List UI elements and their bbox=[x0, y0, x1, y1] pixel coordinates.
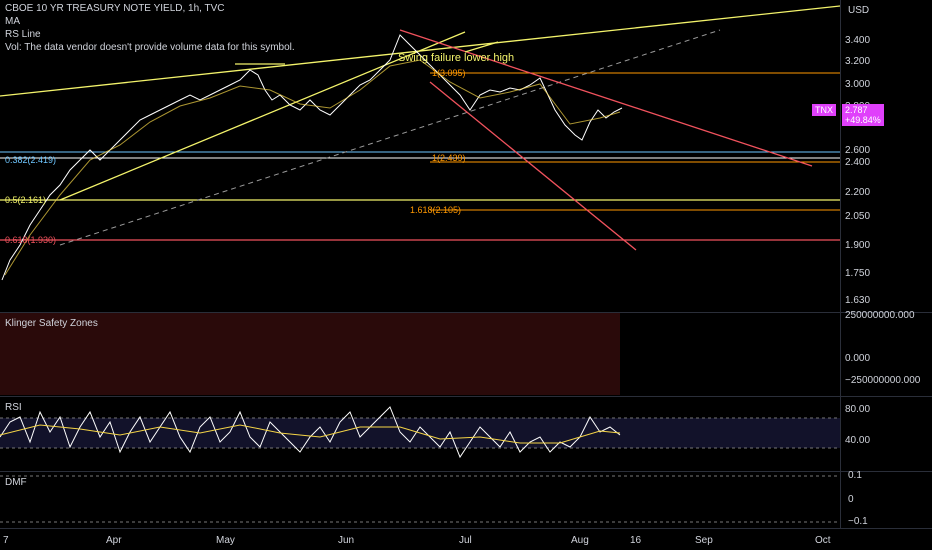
rsi-tick: 80.00 bbox=[845, 404, 871, 415]
rsi-ma-line bbox=[0, 424, 621, 444]
price-axis-border bbox=[840, 0, 841, 528]
swing-failure-annotation[interactable]: Swing failure lower high bbox=[398, 52, 515, 64]
fib-0382-label: 0.382(2.419) bbox=[5, 155, 57, 165]
volume-note: Vol: The data vendor doesn't provide vol… bbox=[5, 42, 295, 53]
annotation-arrow bbox=[464, 41, 499, 53]
time-label: Sep bbox=[695, 535, 713, 546]
last-price-badge: 2.787 +49.84% bbox=[842, 104, 884, 126]
pane-divider[interactable] bbox=[0, 471, 932, 472]
price-tick: 1.900 bbox=[845, 240, 871, 251]
price-tick: 2.050 bbox=[845, 211, 871, 222]
fib-ext-1-label: 1(3.095) bbox=[432, 68, 466, 78]
red-resistance-line bbox=[399, 29, 813, 167]
red-channel-line bbox=[429, 81, 637, 251]
time-label: Aug bbox=[571, 535, 589, 546]
indicator-ma-label[interactable]: MA bbox=[5, 16, 20, 27]
dmf-title[interactable]: DMF bbox=[5, 477, 27, 488]
fib-ext-3-label: 1.618(2.105) bbox=[410, 205, 462, 215]
time-label: Jun bbox=[338, 535, 355, 546]
time-label: Jul bbox=[459, 535, 472, 546]
price-tick: 3.200 bbox=[845, 56, 871, 67]
chart-symbol-title[interactable]: CBOE 10 YR TREASURY NOTE YIELD, 1h, TVC bbox=[5, 3, 225, 14]
rsi-tick: 40.00 bbox=[845, 435, 871, 446]
time-label: Oct bbox=[815, 535, 831, 546]
price-tick: 2.200 bbox=[845, 187, 871, 198]
time-label: May bbox=[216, 535, 235, 546]
price-tick: 1.750 bbox=[845, 268, 871, 279]
price-chart-canvas[interactable] bbox=[0, 0, 840, 312]
fib-ext-2-label: 1(2.439) bbox=[432, 153, 466, 163]
lower-yellow-trendline bbox=[59, 31, 466, 201]
pane-divider[interactable] bbox=[0, 396, 932, 397]
price-tick: 2.600 bbox=[845, 145, 871, 156]
price-tick: 2.400 bbox=[845, 157, 871, 168]
ma-line bbox=[4, 59, 621, 276]
price-tick: 1.630 bbox=[845, 295, 871, 306]
rsi-chart[interactable] bbox=[0, 397, 840, 471]
rsi-line bbox=[0, 406, 621, 459]
klinger-tick: 0.000 bbox=[845, 353, 871, 364]
pane-divider[interactable] bbox=[0, 312, 932, 313]
dmf-tick: −0.1 bbox=[848, 516, 868, 527]
time-axis-border bbox=[0, 528, 932, 529]
klinger-tick: −250000000.000 bbox=[845, 375, 921, 386]
dmf-tick: 0.1 bbox=[848, 470, 862, 481]
dashed-trendline bbox=[59, 29, 721, 246]
dmf-tick: 0 bbox=[848, 494, 854, 505]
fib-05-label: 0.5(2.161) bbox=[5, 195, 47, 205]
price-tick: 3.000 bbox=[845, 79, 871, 90]
last-change: +49.84% bbox=[845, 115, 881, 125]
time-label: Apr bbox=[106, 535, 122, 546]
klinger-zone bbox=[0, 313, 620, 395]
last-price: 2.787 bbox=[845, 105, 868, 115]
dmf-chart[interactable] bbox=[0, 472, 840, 528]
price-line bbox=[1, 34, 623, 281]
klinger-title[interactable]: Klinger Safety Zones bbox=[5, 318, 98, 329]
symbol-badge: TNX bbox=[812, 104, 836, 116]
fib-0618-label: 0.618(1.930) bbox=[5, 235, 57, 245]
klinger-tick: 250000000.000 bbox=[845, 310, 915, 321]
indicator-rs-label[interactable]: RS Line bbox=[5, 29, 41, 40]
time-label: 7 bbox=[3, 535, 9, 546]
currency-label: USD bbox=[848, 5, 870, 16]
time-label: 16 bbox=[630, 535, 642, 546]
price-tick: 3.400 bbox=[845, 35, 871, 46]
rsi-title[interactable]: RSI bbox=[5, 402, 22, 413]
